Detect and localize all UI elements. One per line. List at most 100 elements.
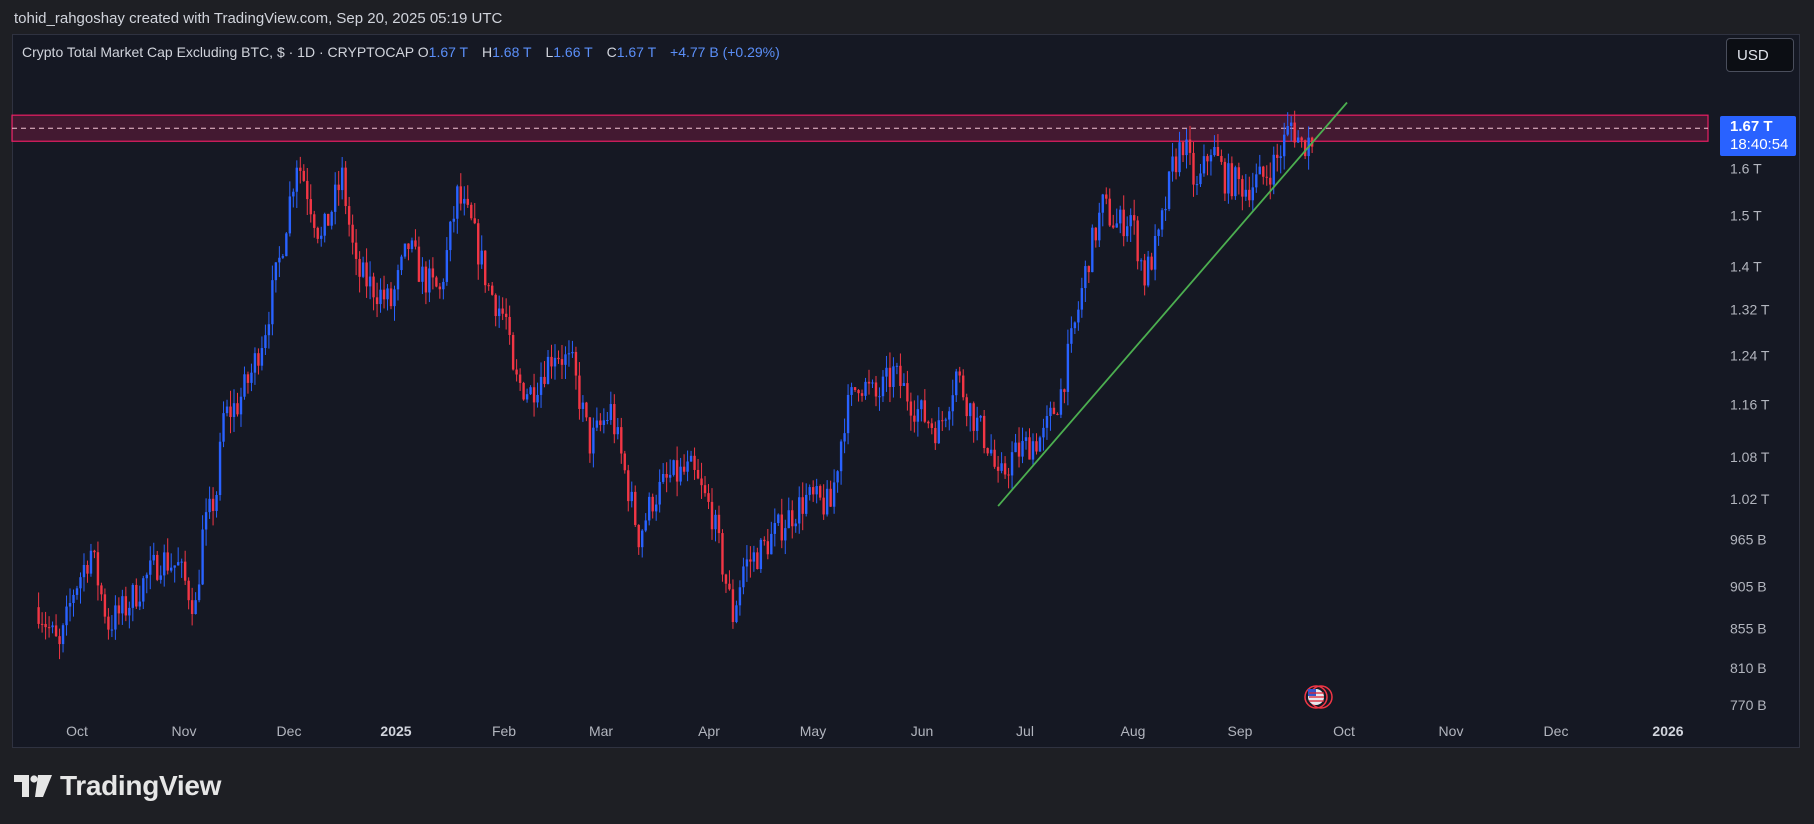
candle-body [452,218,456,222]
candle-body [661,474,665,482]
candle-body [508,316,511,335]
x-tick-label: Nov [172,723,197,739]
candle-body [916,409,920,422]
candle-body [1066,343,1070,392]
candle-body [1244,189,1248,197]
candle-body [832,482,836,507]
candle-body [539,376,543,395]
candle-body [386,288,389,300]
candle-body [700,478,703,486]
candle-body [839,441,843,472]
candle-body [393,289,396,307]
candle-body [428,268,431,293]
candle-body [895,365,899,367]
candle-body [1178,142,1181,173]
candle-body [773,523,777,534]
candle-body [1258,166,1261,175]
candle-body [602,420,606,425]
candle-body [166,552,169,571]
candle-body [484,250,487,286]
y-tick-label: 965 B [1730,531,1767,547]
candle-body [375,297,379,305]
candle-body [1213,147,1216,156]
candle-body [595,420,599,428]
candle-body [389,288,393,307]
candle-body [934,427,937,444]
candle-body [121,596,124,614]
candle-body [787,510,790,529]
candle-body [1265,176,1268,178]
candle-body [1080,288,1084,310]
candle-body [1119,209,1122,224]
candle-body [438,286,442,290]
candle-body [874,382,878,397]
y-tick-label: 905 B [1730,579,1767,595]
candle-body [229,406,232,417]
candle-body [871,382,874,384]
candle-body [958,371,961,376]
candle-body [881,376,885,397]
legend-change: +4.77 B (+0.29%) [670,44,780,60]
currency-button[interactable]: USD [1726,38,1794,72]
candle-body [194,600,197,615]
last-price-tag: 1.67 T 18:40:54 [1720,116,1796,156]
candle-body [257,353,260,366]
candle-body [163,552,166,576]
candle-body [948,411,951,420]
candle-body [72,594,75,603]
candle-body [243,374,246,397]
chart-frame [12,34,1800,748]
candle-body [951,395,954,412]
x-tick-label: Jun [911,723,934,739]
candle-body [323,213,326,236]
legend-low-value: 1.66 T [553,44,593,60]
candle-body [1150,256,1153,270]
candle-body [529,387,532,395]
candle-body [159,575,162,580]
candle-body [103,594,107,617]
candle-body [864,381,867,396]
price-chart[interactable]: 1.7 T1.6 T1.5 T1.4 T1.32 T1.24 T1.16 T1.… [0,0,1814,760]
candle-body [490,285,494,295]
candle-body [215,494,218,512]
candle-body [1153,235,1157,270]
candle-body [1181,142,1185,156]
candle-body [550,356,553,367]
candle-body [860,393,864,396]
candle-body [37,607,40,624]
candle-body [749,559,752,562]
candle-body [1042,427,1045,438]
candle-body [414,240,417,247]
candle-body [752,552,756,562]
y-tick-label: 1.4 T [1730,258,1762,274]
candle-body [100,585,103,595]
candle-body [756,552,759,570]
candle-body [1035,441,1038,452]
bar-countdown: 18:40:54 [1730,136,1789,153]
candle-body [1293,122,1296,143]
candle-body [588,417,592,454]
candle-body [1108,198,1111,226]
candle-body [456,186,459,219]
candle-body [724,574,728,584]
chart-credit: tohid_rahgoshay created with TradingView… [14,10,503,27]
x-tick-label: 2026 [1652,723,1683,739]
candle-body [989,449,993,454]
tradingview-logo[interactable]: TradingView [14,770,221,802]
candle-body [197,584,201,601]
candle-body [302,170,305,181]
support-trendline [997,101,1348,507]
candle-body [1073,322,1077,329]
candle-body [794,523,797,527]
candle-body [403,243,407,257]
y-tick-label: 1.6 T [1730,160,1762,176]
candle-body [1091,227,1094,273]
legend-close-value: 1.67 T [616,44,657,60]
candle-body [1132,215,1136,221]
candle-body [1255,174,1258,188]
candle-body [627,470,630,502]
candle-body [96,552,100,586]
candle-body [54,625,58,637]
candle-body [982,415,986,449]
candle-body [117,605,121,614]
